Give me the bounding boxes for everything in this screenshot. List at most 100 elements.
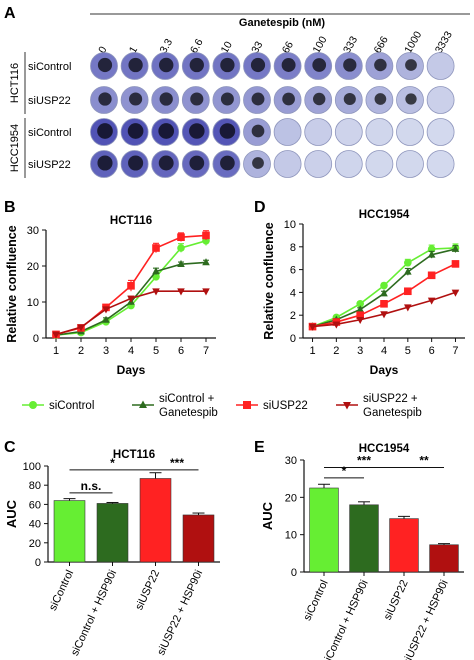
data-point <box>177 244 185 252</box>
x-tick-label: 4 <box>128 345 134 357</box>
colony-stain <box>159 92 173 106</box>
y-tick-label: 20 <box>27 261 39 273</box>
panel-a-plate-images: A Ganetespib (nM) 0 1 3.3 6.6 10 33 66 100 333 66… <box>4 5 470 178</box>
bar <box>349 504 379 573</box>
colony-stain <box>189 155 205 171</box>
data-point <box>404 267 412 275</box>
panel-c-hct116-auc: C HCT116 0 20 40 60 80 100 AUC siControlsiContro… <box>4 439 220 658</box>
legend-label-line: Ganetespib <box>363 407 422 419</box>
colony-stain <box>251 124 265 138</box>
row-label: siUSP22 <box>28 95 71 107</box>
y-tick-label: 0 <box>290 333 296 345</box>
x-tick-label: siControl <box>47 568 76 612</box>
culture-well <box>426 86 455 114</box>
culture-well <box>304 118 333 146</box>
panel-b-hct116-growth: B HCT116 0 10 20 30 1 2 3 4 5 6 7 Days Relative confl… <box>4 199 216 377</box>
culture-well <box>273 150 302 178</box>
row-labels: HCT116 siControl siUSP22 HCC1954 siControl si… <box>9 52 71 178</box>
dose-header: Ganetespib (nM) <box>239 17 326 29</box>
x-axis-label: Days <box>370 363 399 377</box>
x-tick-label: 3 <box>357 345 363 357</box>
data-point <box>356 316 364 325</box>
colony-stain <box>98 92 112 106</box>
colony-stain <box>313 92 326 106</box>
y-tick-label: 0 <box>35 557 41 569</box>
data-point <box>451 289 460 297</box>
data-point <box>380 311 388 319</box>
data-point <box>77 324 85 332</box>
dose-label: 0 <box>96 44 109 55</box>
x-tick-label: 7 <box>203 345 209 357</box>
panel-label-a: A <box>4 5 16 22</box>
x-tick-label: 4 <box>381 345 387 357</box>
legend-label-line: Ganetespib <box>159 407 218 419</box>
data-point <box>177 259 185 267</box>
data-point <box>177 233 185 241</box>
colony-stain <box>97 155 113 171</box>
data-point <box>243 401 251 409</box>
legend-label-line: siControl + <box>159 393 215 405</box>
culture-well <box>304 150 333 178</box>
data-point <box>332 321 341 329</box>
significance-label: *** <box>357 453 371 467</box>
legend-label: siControl <box>49 400 94 412</box>
colony-stain <box>128 57 143 73</box>
colony-stain <box>250 57 266 73</box>
row-label: siControl <box>28 61 71 73</box>
culture-well <box>365 150 394 178</box>
data-point <box>52 331 60 339</box>
y-tick-label: 6 <box>290 265 296 277</box>
culture-well <box>365 118 394 146</box>
row-label: siUSP22 <box>28 159 71 171</box>
x-tick-label: siControl <box>301 578 330 622</box>
bar <box>182 514 215 563</box>
data-point <box>404 258 412 267</box>
data-point <box>380 281 388 290</box>
data-point <box>343 402 351 410</box>
colony-stain <box>129 92 143 106</box>
data-point <box>356 311 364 319</box>
dose-label: 33 <box>249 39 265 55</box>
dose-labels: 0 1 3.3 6.6 10 33 66 100 333 666 1000 3333 <box>96 29 455 55</box>
dose-label: 1 <box>127 44 140 55</box>
cell-line-label: HCC1954 <box>9 124 21 172</box>
colony-stain <box>127 123 144 139</box>
y-tick-label: 100 <box>23 461 41 473</box>
y-tick-label: 20 <box>29 538 41 550</box>
data-point <box>380 289 388 297</box>
colony-stain <box>343 92 356 106</box>
significance-label: ** <box>419 453 429 467</box>
data-point <box>202 258 210 266</box>
colony-stain <box>97 57 113 73</box>
data-point <box>308 323 317 331</box>
colony-stain <box>219 123 236 139</box>
data-point <box>127 295 135 303</box>
chart-title: HCT116 <box>113 449 155 461</box>
bar <box>53 500 86 563</box>
culture-well <box>426 118 455 146</box>
colony-stain <box>251 92 265 106</box>
significance-label: * <box>110 456 115 470</box>
chart-b: HCT116 0 10 20 30 1 2 3 4 5 6 7 Days Relative conflue… <box>5 215 216 377</box>
y-tick-label: 0 <box>291 567 297 579</box>
colony-stain <box>281 58 296 72</box>
colony-stain <box>158 57 174 73</box>
colony-stain <box>190 92 204 106</box>
culture-well <box>396 118 424 146</box>
x-tick-label: 6 <box>178 345 184 357</box>
x-tick-label: 1 <box>309 345 315 357</box>
y-axis-label: AUC <box>4 499 19 528</box>
culture-well <box>396 150 424 178</box>
y-axis-label: Relative confluence <box>5 225 19 342</box>
data-point <box>102 315 110 323</box>
colony-stain <box>189 57 204 73</box>
colony-stain <box>343 58 357 72</box>
chart-c: HCT116 0 20 40 60 80 100 AUC siControlsiControl … <box>4 449 220 658</box>
dose-label: 10 <box>219 39 235 55</box>
colony-stain <box>252 157 264 169</box>
bar <box>309 487 339 573</box>
legend: siControl siControl + Ganetespib siUSP22 siU… <box>22 393 422 419</box>
y-tick-label: 10 <box>284 219 296 231</box>
